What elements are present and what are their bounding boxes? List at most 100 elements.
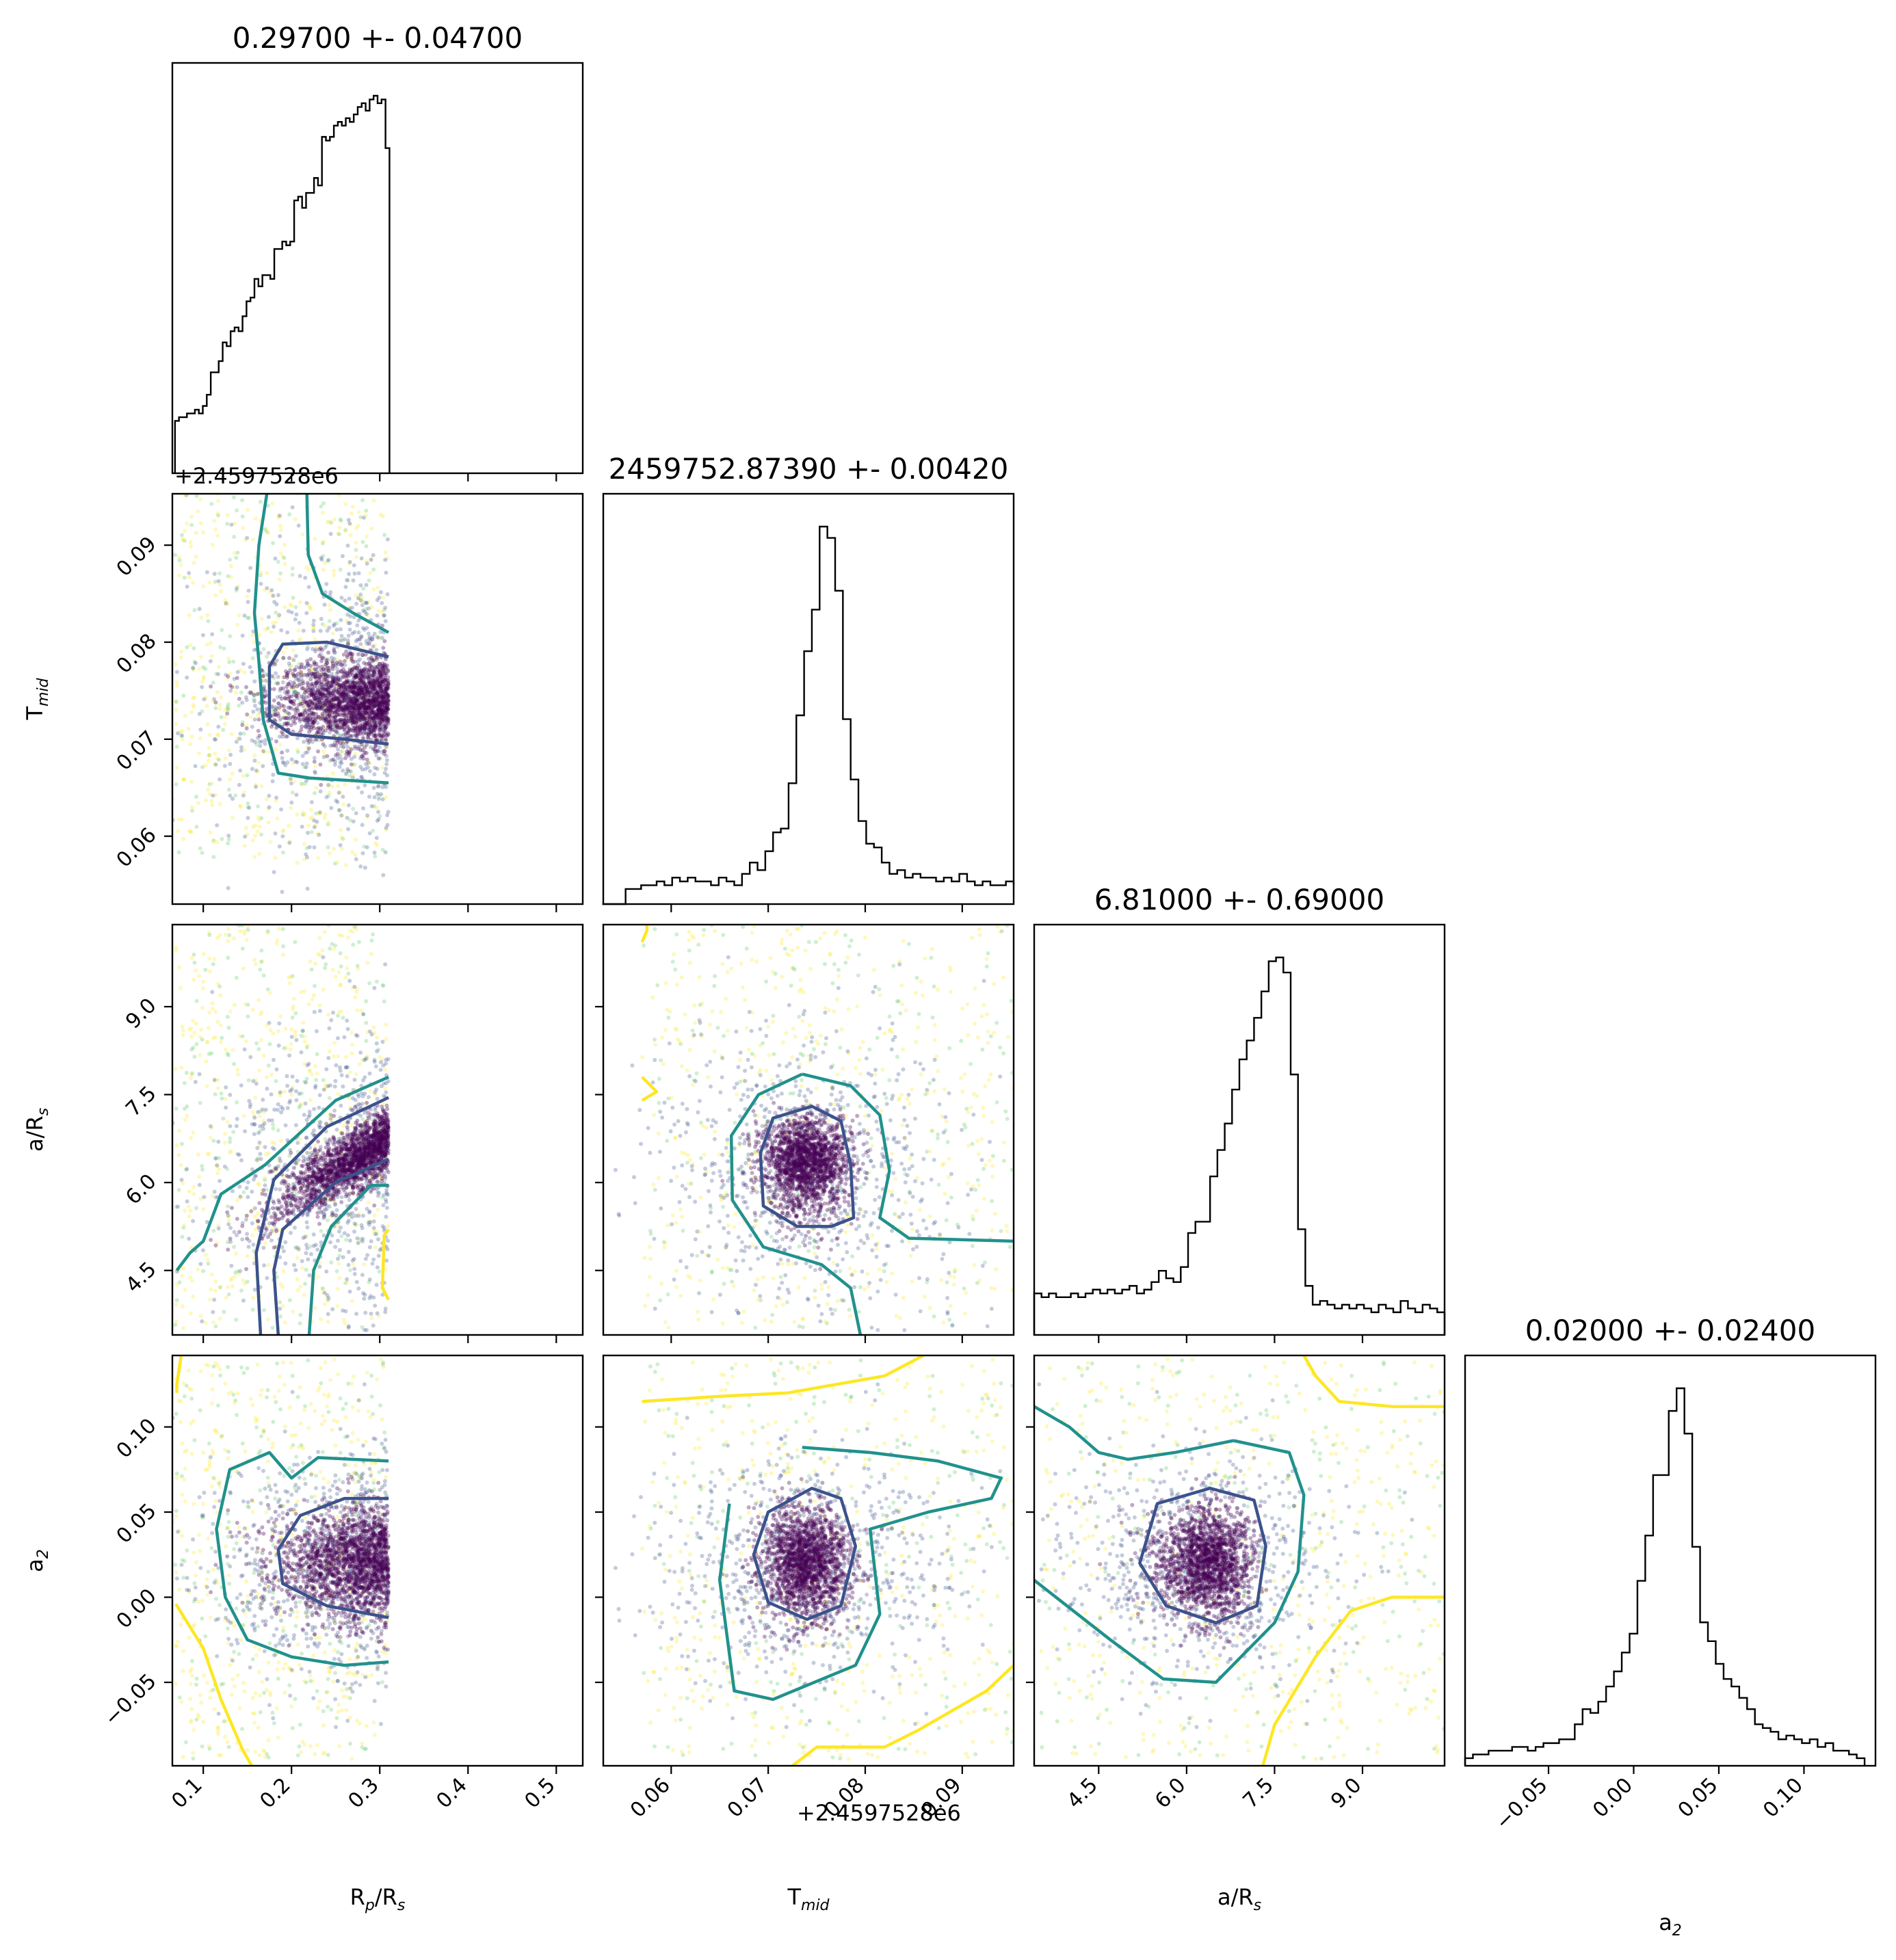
sample-point [328,693,333,698]
sample-point [295,750,300,754]
sample-point [187,1214,192,1219]
sample-point [302,739,306,744]
sample-point [348,769,353,773]
sample-point [358,708,363,713]
sample-point [185,1167,189,1171]
sample-point [301,717,306,722]
sample-point [300,762,305,767]
sample-point [191,696,196,700]
sample-point [367,660,372,665]
sample-point [317,1264,322,1269]
sample-point [291,674,296,678]
sample-point [331,624,336,628]
sample-point [189,514,194,519]
sample-point [317,691,322,696]
sample-point [363,609,367,614]
sample-point [297,1091,302,1096]
sample-point [369,728,373,732]
sample-point [240,498,245,503]
sample-point [344,695,349,700]
sample-point [359,774,364,779]
sample-point [276,1128,280,1133]
sample-point [354,698,359,703]
sample-point [280,555,285,559]
sample-point [316,696,320,700]
sample-point [356,671,360,676]
sample-point [317,1105,321,1110]
sample-point [315,1210,320,1215]
sample-point [270,1206,275,1210]
sample-point [188,540,193,544]
sample-point [219,1039,224,1044]
sample-point [324,696,329,700]
sample-point [350,719,355,724]
sample-point [359,599,364,604]
sample-point [341,708,346,713]
sample-point [351,942,356,947]
sample-point [293,1123,298,1128]
sample-point [311,721,315,726]
sample-point [337,718,342,723]
sample-point [337,525,342,530]
sample-point [174,1319,179,1324]
sample-point [367,663,372,668]
sample-point [362,728,367,732]
sample-point [310,711,315,715]
sample-point [330,1307,335,1312]
sample-point [350,667,354,672]
sample-point [323,663,328,667]
sample-point [180,729,185,734]
sample-point [378,680,383,685]
sample-point [369,684,373,689]
sample-point [306,644,311,649]
sample-point [296,715,301,720]
sample-point [384,1022,389,1027]
sample-point [185,675,189,680]
sample-point [201,979,206,984]
sample-point [386,1223,391,1228]
sample-point [222,1140,227,1145]
sample-point [265,570,269,575]
sample-point [368,1220,373,1224]
sample-point [326,1056,331,1061]
sample-point [179,1141,184,1146]
sample-point [326,706,330,711]
sample-point [257,824,262,829]
sample-point [250,825,255,829]
sample-point [321,667,326,672]
sample-point [281,656,286,660]
sample-point [385,1247,390,1252]
sample-point [368,679,373,684]
sample-point [308,1252,313,1256]
sample-point [345,640,350,644]
sample-point [384,708,389,713]
sample-point [382,704,386,708]
sample-point [332,622,337,626]
sample-point [313,702,317,706]
sample-point [379,685,384,689]
sample-point [311,700,315,705]
sample-point [361,711,366,715]
sample-point [323,561,327,566]
sample-point [310,717,315,721]
sample-point [332,694,337,699]
sample-point [228,1009,233,1014]
sample-point [343,693,347,698]
sample-point [324,661,329,665]
sample-point [356,523,360,528]
sample-point [330,706,334,711]
sample-point [198,521,203,526]
sample-point [360,701,365,706]
sample-point [358,592,363,597]
sample-point [293,517,298,522]
sample-point [317,672,322,677]
sample-point [370,1261,375,1266]
sample-point [295,1141,300,1145]
sample-point [179,655,183,660]
sample-point [377,683,382,688]
sample-point [332,646,337,650]
sample-point [339,733,343,738]
sample-point [302,1113,306,1117]
sample-point [363,676,368,680]
sample-point [374,753,379,758]
